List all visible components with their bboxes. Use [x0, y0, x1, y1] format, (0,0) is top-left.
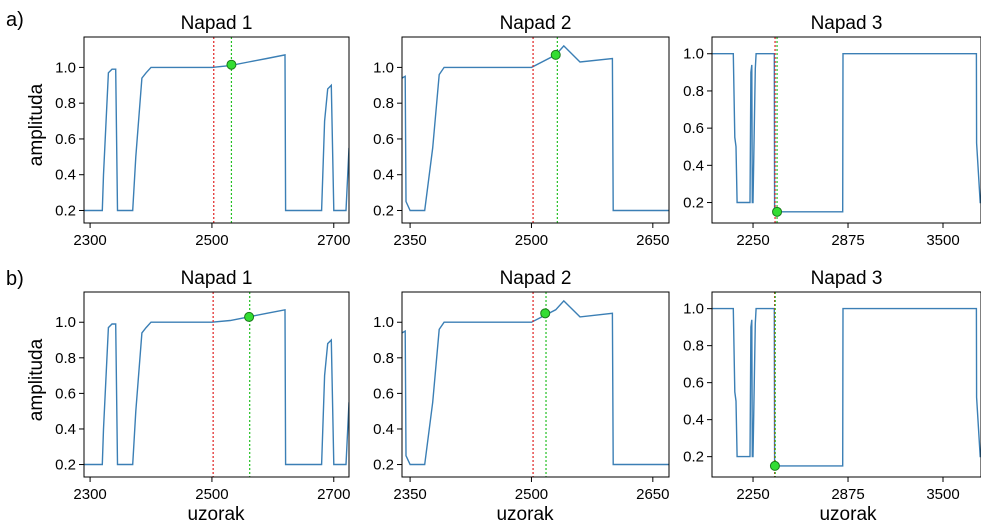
x-tick-label: 2875	[831, 486, 864, 503]
x-tick-label: 2300	[73, 486, 106, 503]
x-axis-label-col2: uzorak	[496, 504, 554, 525]
panel-title: Napad 3	[811, 268, 883, 289]
detection-point	[772, 206, 783, 217]
y-tick-label: 0.8	[55, 350, 76, 367]
y-tick-label: 0.2	[55, 457, 76, 474]
y-tick-label: 0.6	[373, 131, 394, 148]
row-label-b: b)	[6, 268, 24, 290]
panel-frame	[83, 36, 350, 224]
plot-area	[712, 37, 981, 223]
y-tick-label: 0.4	[683, 412, 704, 429]
panel-a-2: Napad 2 0.2 0.4 0.6 0.8 1.0 2350 2500 2650	[373, 13, 669, 249]
y-tick-label: 0.6	[683, 375, 704, 392]
y-tick-label: 1.0	[373, 59, 394, 76]
panel-frame	[711, 36, 981, 224]
panel-frame	[401, 291, 670, 478]
x-tick-label: 2700	[317, 232, 350, 249]
plot-area	[402, 292, 669, 477]
x-axis-label-col3: uzorak	[819, 504, 877, 525]
x-tick-label: 2650	[636, 232, 669, 249]
detection-point	[244, 311, 255, 322]
x-tick-label: 3500	[926, 232, 959, 249]
y-tick-label: 0.4	[683, 157, 704, 174]
y-tick-label: 1.0	[683, 46, 704, 63]
x-tick-label: 2650	[636, 486, 669, 503]
panel-title: Napad 3	[811, 13, 883, 34]
y-tick-label: 0.4	[373, 167, 394, 184]
row-label-a: a)	[6, 9, 24, 31]
y-tick-label: 0.6	[683, 120, 704, 137]
panel-frame	[711, 291, 981, 478]
y-tick-label: 0.2	[373, 457, 394, 474]
panel-a-1: Napad 1 0.2 0.4 0.6 0.8 1.0 2300 2500 2700	[55, 13, 350, 249]
y-tick-label: 0.2	[55, 202, 76, 219]
panel-title: Napad 1	[181, 268, 253, 289]
x-tick-label: 2500	[515, 486, 548, 503]
panel-frame	[401, 36, 670, 224]
x-tick-label: 2875	[831, 232, 864, 249]
signal-line	[84, 308, 349, 466]
y-tick-label: 0.4	[55, 421, 76, 438]
panel-title: Napad 1	[181, 13, 253, 34]
signal-line	[402, 44, 669, 212]
y-tick-label: 0.8	[683, 338, 704, 355]
y-tick-label: 0.8	[683, 83, 704, 100]
y-tick-label: 1.0	[55, 314, 76, 331]
x-tick-label: 2500	[515, 232, 548, 249]
x-tick-label: 2300	[73, 232, 106, 249]
y-tick-label: 0.6	[373, 385, 394, 402]
plot-area	[84, 37, 349, 223]
y-tick-label: 0.8	[55, 95, 76, 112]
signal-line	[712, 307, 981, 467]
x-tick-label: 2700	[317, 486, 350, 503]
y-tick-label: 0.8	[373, 350, 394, 367]
y-tick-label: 1.0	[683, 301, 704, 318]
y-axis-label-bottom: amplituda	[26, 338, 47, 421]
panel-title: Napad 2	[500, 13, 572, 34]
x-axis-label-col1: uzorak	[187, 504, 245, 525]
x-tick-label: 3500	[926, 486, 959, 503]
y-axis-label-top: amplituda	[26, 83, 47, 166]
plot-area	[712, 292, 981, 477]
y-tick-label: 0.4	[373, 421, 394, 438]
panel-frame	[83, 291, 350, 478]
y-tick-label: 0.2	[683, 195, 704, 212]
x-tick-label: 2250	[736, 232, 769, 249]
panel-b-3: Napad 3 0.2 0.4 0.6 0.8 1.0 2250 2875 3500	[683, 268, 981, 503]
x-tick-label: 2350	[393, 232, 426, 249]
detection-point	[769, 460, 780, 471]
y-tick-label: 0.2	[683, 449, 704, 466]
x-tick-label: 2350	[393, 486, 426, 503]
panel-b-1: Napad 1 0.2 0.4 0.6 0.8 1.0 2300 2500 2700	[55, 268, 350, 503]
y-tick-label: 0.8	[373, 95, 394, 112]
y-tick-label: 0.4	[55, 167, 76, 184]
panel-a-3: Napad 3 0.2 0.4 0.6 0.8 1.0 2250 2875 3500	[683, 13, 981, 249]
x-tick-label: 2250	[736, 486, 769, 503]
plot-area	[402, 37, 669, 223]
detection-point	[540, 308, 551, 319]
detection-point	[550, 49, 561, 60]
signal-line	[84, 54, 349, 212]
plot-area	[84, 292, 349, 477]
y-tick-label: 0.6	[55, 385, 76, 402]
panel-b-2: Napad 2 0.2 0.4 0.6 0.8 1.0 2350 2500 2650	[373, 268, 669, 503]
y-tick-label: 0.2	[373, 202, 394, 219]
y-tick-label: 0.6	[55, 131, 76, 148]
x-tick-label: 2500	[195, 232, 228, 249]
x-tick-label: 2500	[195, 486, 228, 503]
y-tick-label: 1.0	[55, 59, 76, 76]
detection-point	[226, 59, 237, 70]
panel-title: Napad 2	[500, 268, 572, 289]
y-tick-label: 1.0	[373, 314, 394, 331]
signal-line	[712, 53, 981, 213]
signal-line	[402, 299, 669, 466]
